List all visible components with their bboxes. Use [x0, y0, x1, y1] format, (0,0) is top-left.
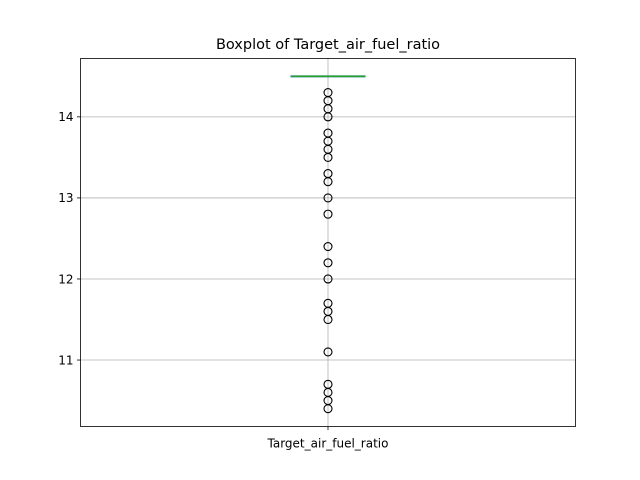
outlier-point: [323, 209, 333, 219]
outlier-point: [323, 258, 333, 268]
y-tick-label: 13: [58, 191, 73, 205]
outlier-layer: [323, 87, 333, 414]
y-tick-label: 14: [58, 110, 73, 124]
outlier-point: [323, 314, 333, 325]
outlier-point: [323, 404, 333, 414]
x-tick-label: Target_air_fuel_ratio: [267, 437, 389, 451]
chart-title: Boxplot of Target_air_fuel_ratio: [216, 37, 440, 53]
outlier-point: [323, 193, 333, 203]
axis-layer: 11 12 13 14 Target_air_fuel_ratio: [58, 110, 388, 450]
outlier-point: [323, 347, 333, 357]
outlier-point: [323, 112, 333, 122]
outlier-point: [323, 274, 333, 284]
y-tick-label: 12: [58, 272, 73, 286]
y-tick-label: 11: [58, 353, 73, 367]
outlier-point: [323, 177, 333, 187]
outlier-point: [323, 242, 333, 252]
plot-frame: [80, 58, 576, 427]
box-layer: [290, 75, 366, 78]
outlier-point: [323, 152, 333, 162]
